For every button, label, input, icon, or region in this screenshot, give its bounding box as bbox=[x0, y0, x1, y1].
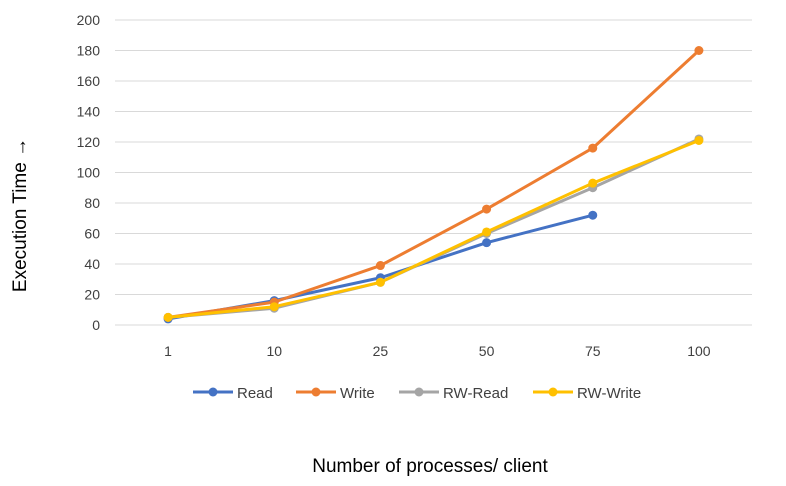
legend-swatch-marker bbox=[414, 387, 424, 397]
legend-swatch-marker bbox=[311, 387, 321, 397]
series-lines bbox=[163, 46, 704, 324]
data-point-rw-write bbox=[694, 135, 704, 145]
legend: Read Write RW-Read RW-Write bbox=[193, 385, 641, 402]
y-tick-label: 160 bbox=[77, 73, 101, 89]
legend-swatch-marker bbox=[548, 387, 558, 397]
data-point-write bbox=[375, 261, 385, 271]
x-axis-title: Number of processes/ client bbox=[312, 456, 548, 477]
y-tick-label: 0 bbox=[92, 317, 100, 333]
data-point-write bbox=[482, 204, 492, 214]
legend-label: RW-Read bbox=[443, 385, 508, 402]
data-point-write bbox=[588, 143, 598, 153]
legend-label: RW-Write bbox=[577, 385, 641, 402]
legend-swatch-marker bbox=[208, 387, 218, 397]
legend-label: Write bbox=[340, 385, 375, 402]
x-axis-ticks: 1 10 25 50 75 100 bbox=[164, 343, 711, 359]
y-tick-label: 120 bbox=[77, 134, 101, 150]
legend-item-rw-read: RW-Read bbox=[399, 385, 508, 402]
legend-item-rw-write: RW-Write bbox=[533, 385, 641, 402]
y-tick-label: 100 bbox=[77, 165, 101, 181]
y-tick-label: 140 bbox=[77, 104, 101, 120]
y-tick-label: 20 bbox=[84, 287, 100, 303]
series-rw-write bbox=[163, 135, 704, 322]
series-line-rw-read bbox=[166, 137, 701, 319]
data-point-rw-write bbox=[163, 312, 173, 322]
y-axis-ticks: 0 20 40 60 80 100 120 140 160 180 200 bbox=[77, 12, 101, 333]
data-point-rw-write bbox=[588, 178, 598, 188]
y-tick-label: 80 bbox=[84, 195, 100, 211]
y-tick-label: 40 bbox=[84, 256, 100, 272]
y-tick-label: 180 bbox=[77, 43, 101, 59]
series-line-write bbox=[166, 49, 701, 319]
x-tick-label: 100 bbox=[687, 343, 711, 359]
x-tick-label: 25 bbox=[373, 343, 389, 359]
gridlines bbox=[115, 19, 752, 326]
data-point-write bbox=[694, 46, 704, 55]
series-rw-read bbox=[163, 134, 704, 322]
y-tick-label: 200 bbox=[77, 12, 101, 28]
data-point-rw-write bbox=[482, 227, 492, 237]
series-line-rw-write bbox=[166, 138, 701, 319]
legend-item-read: Read bbox=[193, 385, 273, 402]
x-tick-label: 1 bbox=[164, 343, 172, 359]
data-point-rw-write bbox=[375, 277, 385, 287]
x-tick-label: 50 bbox=[479, 343, 495, 359]
y-tick-label: 60 bbox=[84, 226, 100, 242]
data-point-read bbox=[482, 238, 492, 248]
legend-item-write: Write bbox=[296, 385, 375, 402]
x-tick-label: 75 bbox=[585, 343, 601, 359]
series-write bbox=[163, 46, 704, 322]
x-tick-label: 10 bbox=[266, 343, 282, 359]
y-axis-title: Execution Time → bbox=[10, 138, 31, 292]
data-point-rw-write bbox=[269, 302, 279, 312]
legend-label: Read bbox=[237, 385, 273, 402]
data-point-read bbox=[588, 210, 598, 220]
